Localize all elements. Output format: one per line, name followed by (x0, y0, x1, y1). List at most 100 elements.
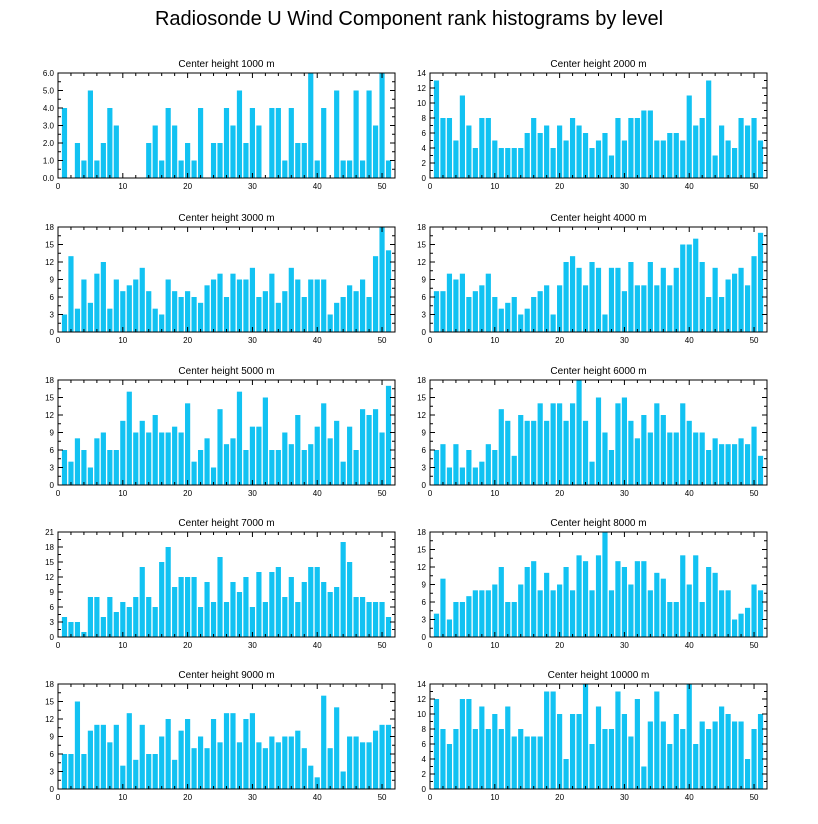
x-tick-label: 20 (183, 336, 192, 345)
histogram-bar (440, 118, 446, 178)
x-tick-label: 10 (118, 489, 127, 498)
histogram-bar (569, 256, 576, 332)
histogram-bar (321, 108, 327, 178)
histogram-bar (120, 765, 126, 789)
histogram-bar (139, 267, 145, 332)
x-tick-label: 10 (118, 182, 127, 191)
x-tick-label: 40 (313, 793, 322, 802)
histogram-bar (544, 572, 550, 637)
histogram-bar (706, 567, 712, 637)
histogram-bar (719, 590, 725, 637)
histogram-bar (223, 713, 230, 789)
histogram-bar (485, 590, 491, 637)
histogram-bar (210, 602, 217, 637)
histogram-bar (479, 285, 485, 332)
histogram-bar (576, 267, 582, 332)
histogram-bar (524, 736, 530, 789)
histogram-bar (107, 108, 113, 178)
histogram-bar (68, 256, 74, 332)
histogram-bar (100, 432, 106, 485)
histogram-bar (87, 90, 93, 178)
histogram-bar (589, 590, 595, 637)
histogram-bar (165, 719, 171, 789)
histogram-bar (531, 297, 537, 332)
y-tick-label: 10 (417, 710, 426, 719)
histogram-bar (492, 297, 498, 332)
histogram-bar (360, 409, 366, 485)
histogram-bar (440, 578, 446, 637)
histogram-bar (433, 80, 440, 178)
histogram-bar (301, 748, 307, 789)
histogram-bar (210, 467, 217, 485)
histogram-bar (308, 279, 314, 332)
histogram-bar (582, 561, 589, 637)
histogram-bar (347, 426, 353, 485)
histogram-bar (301, 143, 307, 178)
y-tick-label: 15 (45, 241, 54, 250)
y-tick-label: 6 (50, 446, 55, 455)
histogram-bar (472, 729, 478, 789)
histogram-bar (275, 302, 281, 332)
histogram-bar (686, 684, 692, 789)
histogram-bar (485, 729, 491, 789)
y-tick-label: 9 (422, 429, 427, 438)
histogram-bar (563, 262, 569, 332)
histogram-bar (191, 577, 197, 637)
histogram-bar (673, 714, 679, 789)
figure-title: Radiosonde U Wind Component rank histogr… (154, 8, 664, 30)
histogram-bar (165, 432, 171, 485)
y-tick-label: 3 (50, 464, 55, 473)
x-tick-label: 10 (490, 793, 499, 802)
histogram-bar (544, 285, 550, 332)
histogram-bar (61, 754, 68, 789)
histogram-bar (725, 590, 731, 637)
panel-title: Center height 4000 m (550, 213, 646, 224)
histogram-bar (550, 148, 556, 178)
histogram-bar (466, 596, 472, 637)
histogram-panel: Center height 9000 m 0 10 20 30 40 50 0 3 6 9 12 15 1… (45, 670, 396, 802)
histogram-bar (172, 291, 178, 332)
histogram-bar (569, 714, 576, 789)
histogram-bar (537, 133, 543, 178)
panel-title: Center height 2000 m (550, 59, 646, 70)
histogram-bar (385, 250, 392, 332)
histogram-bar (738, 438, 744, 485)
histogram-bar (505, 602, 511, 637)
histogram-bar (453, 140, 459, 178)
histogram-bar (347, 285, 353, 332)
histogram-bar (654, 572, 660, 637)
histogram-bar (334, 587, 340, 637)
histogram-bar (178, 160, 184, 178)
panel-title: Center height 3000 m (178, 213, 274, 224)
histogram-bar (589, 148, 595, 178)
histogram-bar (544, 691, 550, 789)
histogram-bar (498, 567, 504, 637)
histogram-bar (210, 719, 217, 789)
y-tick-label: 2 (422, 770, 427, 779)
y-tick-label: 3.0 (43, 122, 55, 131)
x-tick-label: 10 (490, 641, 499, 650)
histogram-bar (210, 143, 217, 178)
histogram-bar (68, 622, 74, 637)
histogram-bar (732, 148, 738, 178)
histogram-bar (366, 742, 372, 789)
histogram-bar (615, 118, 621, 178)
histogram-bar (159, 314, 165, 332)
histogram-bar (757, 232, 764, 332)
histogram-bar (472, 467, 478, 485)
histogram-bar (563, 759, 569, 789)
histogram-bar (94, 273, 100, 332)
x-tick-label: 0 (56, 793, 61, 802)
histogram-bar (139, 724, 145, 789)
x-tick-label: 40 (685, 489, 694, 498)
x-tick-label: 40 (685, 336, 694, 345)
histogram-bar (751, 256, 757, 332)
histogram-bar (191, 297, 197, 332)
histogram-bar (628, 262, 634, 332)
histogram-bar (347, 562, 353, 637)
histogram-bar (172, 125, 178, 178)
histogram-bar (518, 729, 524, 789)
histogram-bar (582, 285, 589, 332)
histogram-bar (654, 140, 660, 178)
x-tick-label: 20 (183, 793, 192, 802)
